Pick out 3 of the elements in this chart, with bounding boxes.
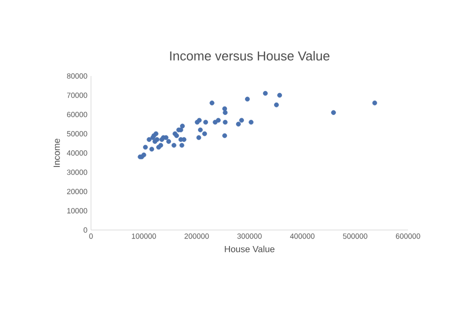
chart-title: Income versus House Value (170, 50, 330, 61)
x-axis-title: House Value (224, 246, 274, 252)
y-axis-title: Income (54, 138, 60, 167)
